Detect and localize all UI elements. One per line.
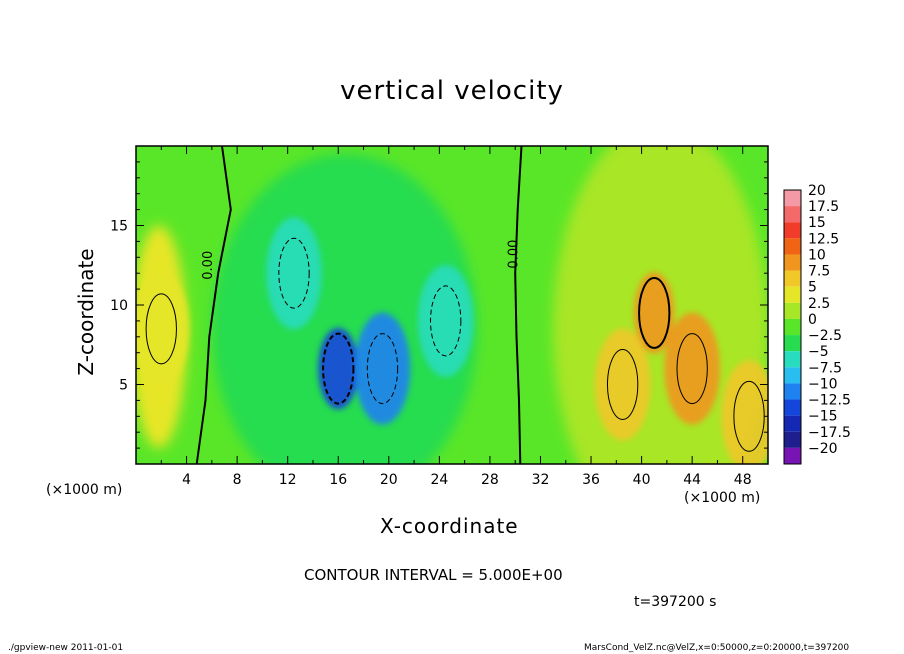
feature-core-1	[266, 217, 322, 330]
colorbar-label: 7.5	[808, 264, 830, 280]
colorbar-swatch	[784, 190, 801, 207]
colorbar-label: −15	[808, 409, 838, 425]
colorbar-swatch	[784, 447, 801, 464]
colorbar-label: −7.5	[808, 360, 842, 376]
contour-lines: 0.00 0.00	[145, 146, 765, 464]
colorbar-swatch	[784, 367, 801, 384]
y-tick-label: 15	[110, 219, 128, 235]
colorbar-swatch	[784, 318, 801, 336]
feature-contour-3	[366, 333, 399, 405]
colorbar-swatch	[784, 335, 801, 352]
colorbar-swatch	[784, 383, 801, 400]
footer-left: ./gpview-new 2011-01-01	[8, 643, 124, 653]
colorbar-label: 10	[808, 247, 826, 263]
colorbar-label: 2.5	[808, 296, 830, 312]
feature-core-3	[354, 312, 411, 425]
feature-core-2	[318, 327, 359, 410]
colorbar-label: −12.5	[808, 393, 851, 409]
colorbar: 2017.51512.5107.552.50−2.5−5−7.5−10−12.5…	[783, 183, 851, 465]
colorbar-label: −2.5	[808, 328, 842, 344]
contour-label-1: 0.00	[507, 240, 522, 269]
colorbar-label: 20	[808, 183, 826, 199]
colorbar-swatch	[784, 415, 801, 432]
colorbar-label: −10	[808, 376, 838, 392]
x-tick-label: 48	[734, 472, 752, 488]
colorbar-label: 17.5	[808, 199, 839, 215]
x-tick-label: 32	[532, 472, 550, 488]
x-tick-label: 36	[582, 472, 600, 488]
colorbar-swatch	[784, 270, 801, 287]
x-tick-label: 16	[329, 472, 347, 488]
contour-interval-label: CONTOUR INTERVAL = 5.000E+00	[304, 566, 563, 584]
velocity-field	[136, 146, 768, 464]
feature-contour-1	[278, 237, 310, 309]
colorbar-swatch	[784, 206, 801, 223]
x-tick-label: 24	[430, 472, 448, 488]
feature-core-4	[417, 264, 474, 377]
feature-core-6	[664, 312, 720, 425]
feature-core-5	[634, 272, 675, 354]
feature-contour-0	[145, 293, 177, 365]
colorbar-label: 5	[808, 280, 817, 296]
colorbar-label: −20	[808, 441, 838, 457]
y-tick-label: 10	[110, 298, 128, 314]
colorbar-swatch	[784, 286, 801, 303]
x-tick-label: 44	[683, 472, 701, 488]
x-tick-label: 20	[380, 472, 398, 488]
feature-contour-5	[638, 276, 671, 349]
colorbar-label: 15	[808, 215, 826, 231]
colorbar-swatch	[784, 222, 801, 239]
x-axis-label: X-coordinate	[380, 514, 519, 538]
x-tick-label: 28	[481, 472, 499, 488]
colorbar-swatch	[784, 399, 801, 416]
colorbar-label: −17.5	[808, 425, 851, 441]
zero-contour-0	[195, 146, 232, 464]
zero-contour-1	[514, 146, 523, 464]
colorbar-swatch	[784, 431, 801, 448]
colorbar-label: 12.5	[808, 231, 839, 247]
feature-core-7	[594, 328, 651, 441]
feature-contour-4	[430, 285, 462, 357]
colorbar-label: −5	[808, 344, 829, 360]
x-tick-label: 12	[279, 472, 297, 488]
time-label: t=397200 s	[634, 594, 717, 610]
chart-title: vertical velocity	[340, 76, 564, 106]
feature-contour-2	[322, 332, 355, 405]
feature-core-0	[136, 272, 190, 385]
x-unit-label-left: (×1000 m)	[46, 482, 123, 498]
x-tick-label: 4	[182, 472, 191, 488]
colorbar-label: 0	[808, 312, 817, 328]
x-tick-label: 40	[633, 472, 651, 488]
feature-contour-6	[676, 333, 708, 405]
x-tick-label: 8	[233, 472, 242, 488]
field-cores	[136, 217, 768, 464]
y-tick-label: 5	[119, 378, 128, 394]
footer-right: MarsCond_VelZ.nc@VelZ,x=0:50000,z=0:2000…	[584, 643, 850, 653]
contour-label-0: 0.00	[201, 251, 216, 280]
feature-contour-7	[606, 349, 639, 420]
colorbar-swatch	[784, 238, 801, 255]
colorbar-frame	[783, 189, 802, 465]
colorbar-swatch	[784, 351, 801, 368]
colorbar-swatch	[784, 254, 801, 271]
x-unit-label-right: (×1000 m)	[684, 490, 761, 506]
colorbar-swatch	[784, 302, 801, 319]
